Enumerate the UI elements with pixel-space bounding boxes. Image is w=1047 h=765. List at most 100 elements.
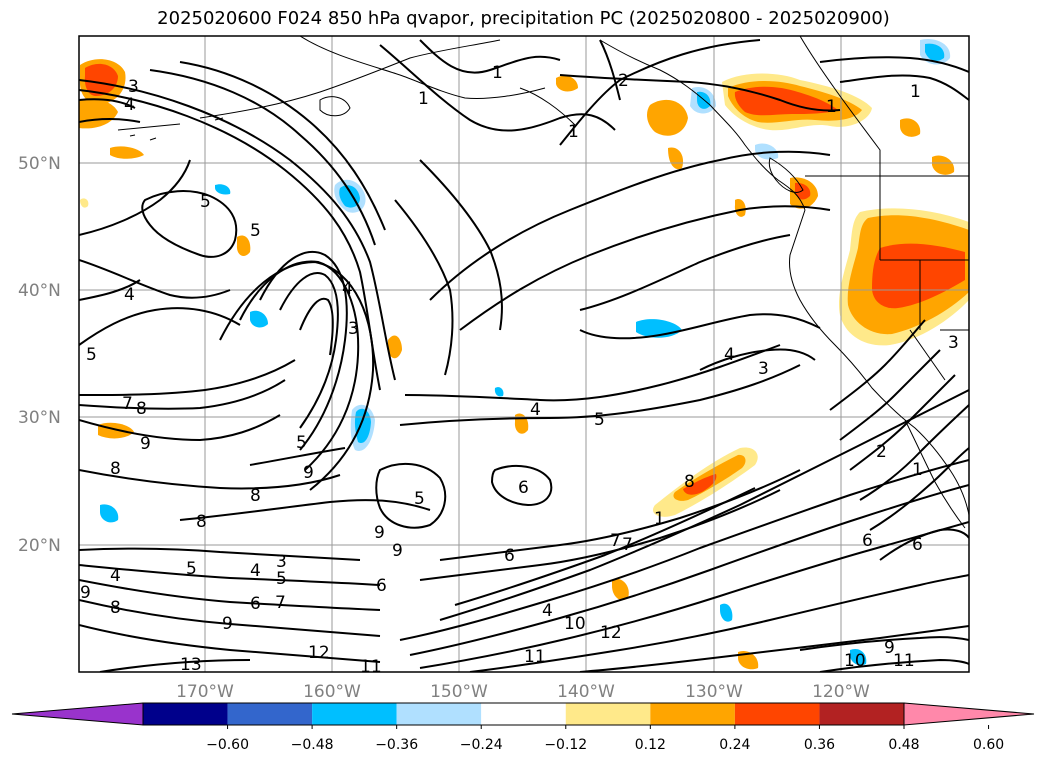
contour-jet-s3 bbox=[419, 521, 969, 669]
graticule bbox=[79, 36, 969, 672]
contour-west-upper bbox=[79, 159, 191, 236]
contour-label: 5 bbox=[86, 345, 97, 365]
contour-mid-2 bbox=[459, 205, 831, 331]
contour-label: 5 bbox=[276, 569, 287, 589]
neg-small-g bbox=[850, 648, 867, 666]
colorbar-tick-label: 0.24 bbox=[719, 737, 750, 753]
contour-subtropic-3 bbox=[79, 579, 381, 611]
contour-jet-n2 bbox=[454, 487, 756, 606]
contour-label: 8 bbox=[684, 472, 695, 492]
contour-label: 11 bbox=[524, 647, 546, 667]
colorbar-tick-label: −0.36 bbox=[375, 737, 418, 753]
qvapor-contours bbox=[79, 39, 969, 672]
neg-small-f bbox=[494, 387, 504, 397]
contour-8-band bbox=[79, 379, 286, 410]
contour-label: 6 bbox=[518, 478, 529, 498]
precip-wa-coast-strong bbox=[795, 182, 811, 200]
contour-label: 9 bbox=[303, 463, 314, 483]
contour-label: 1 bbox=[654, 509, 665, 529]
contour-se-loop bbox=[879, 528, 969, 561]
contour-coast-5 bbox=[869, 447, 969, 531]
contour-label: 4 bbox=[530, 400, 541, 420]
contour-label: 8 bbox=[110, 598, 121, 618]
contour-2-line bbox=[559, 74, 841, 112]
contour-label: 9 bbox=[140, 434, 151, 454]
contour-loop-c bbox=[299, 297, 334, 356]
contour-label: 1 bbox=[492, 63, 503, 83]
colorbar-tick-label: 0.60 bbox=[973, 737, 1004, 753]
contour-label: 4 bbox=[342, 279, 353, 299]
lat-label: 50°N bbox=[18, 154, 61, 174]
contour-jet-s4 bbox=[469, 574, 969, 672]
chart-title: 2025020600 F024 850 hPa qvapor, precipit… bbox=[157, 8, 890, 29]
contour-label: 5 bbox=[250, 221, 261, 241]
aleutian-islands bbox=[117, 117, 224, 141]
contour-8-mid bbox=[79, 469, 341, 490]
contour-loop-b bbox=[279, 272, 339, 429]
contour-subtropic-1 bbox=[79, 547, 361, 561]
contour-north-1 bbox=[419, 39, 561, 74]
lat-label: 40°N bbox=[18, 281, 61, 301]
precip-ne-pacific-band-strong bbox=[683, 474, 717, 495]
colorbar-segment bbox=[565, 703, 651, 725]
lon-label: 140°W bbox=[557, 682, 615, 702]
contour-ne-2 bbox=[819, 56, 969, 73]
contour-label: 10 bbox=[564, 614, 586, 634]
contour-bottom-10 bbox=[799, 636, 969, 651]
colorbar-tick-label: −0.60 bbox=[206, 737, 249, 753]
map-frame bbox=[78, 35, 970, 673]
contour-label: 8 bbox=[136, 399, 147, 419]
neg-small-a bbox=[250, 310, 268, 328]
colorbar-extend-low bbox=[11, 702, 144, 726]
contour-gulf-jet-4 bbox=[179, 61, 386, 231]
contour-central-6b bbox=[419, 489, 781, 581]
contour-label: 9 bbox=[374, 523, 385, 543]
contour-label: 3 bbox=[276, 552, 287, 572]
contour-jet-s5 bbox=[579, 625, 969, 672]
precip-small-k bbox=[80, 198, 89, 208]
neg-northeast-corner-mid bbox=[925, 43, 945, 61]
contour-labels: 1 1 1 1 2 3 4 5 5 4 3 4 7 8 9 8 5 9 8 8 … bbox=[80, 63, 959, 677]
lon-label: 160°W bbox=[303, 682, 361, 702]
kodiak-coast bbox=[319, 96, 351, 117]
lon-label: 130°W bbox=[685, 682, 743, 702]
colorbar-tick-label: −0.12 bbox=[544, 737, 587, 753]
contour-9-band bbox=[79, 414, 281, 442]
contour-ne-1 bbox=[839, 74, 969, 101]
lat-label: 30°N bbox=[18, 408, 61, 428]
precip-far-west-north-strong bbox=[84, 63, 118, 96]
contour-label: 7 bbox=[275, 593, 286, 613]
colorbar-tick-label: 0.12 bbox=[635, 737, 666, 753]
contour-label: 1 bbox=[912, 460, 923, 480]
contour-label: 3 bbox=[758, 359, 769, 379]
contour-label: 6 bbox=[504, 546, 515, 566]
contour-7-band bbox=[79, 359, 296, 396]
contour-loop-a bbox=[259, 251, 348, 451]
contour-mid-4 bbox=[579, 313, 821, 340]
contour-coast-1 bbox=[829, 319, 926, 411]
contour-label: 9 bbox=[222, 614, 233, 634]
precip-small-b bbox=[236, 235, 251, 256]
contour-gulf-jet-3 bbox=[149, 69, 376, 246]
contour-label: 8 bbox=[196, 512, 207, 532]
contour-label: 4 bbox=[724, 345, 735, 365]
colorbar-segment bbox=[650, 703, 735, 725]
contour-central-4 bbox=[404, 344, 781, 402]
colorbar-segment bbox=[481, 703, 566, 725]
vancouver-island bbox=[768, 157, 804, 193]
longitude-labels: 170°W 160°W 150°W 140°W 130°W 120°W bbox=[176, 682, 870, 702]
neg-small-c bbox=[755, 143, 779, 160]
colorbar-tick-label: 0.48 bbox=[888, 737, 919, 753]
contour-label: 11 bbox=[360, 657, 382, 677]
colorbar-segment bbox=[143, 703, 228, 725]
contour-subtropic-6 bbox=[99, 659, 251, 672]
state-borders bbox=[879, 176, 969, 381]
contour-label: 9 bbox=[392, 541, 403, 561]
contour-label: 4 bbox=[124, 285, 135, 305]
alaska-peninsula-coast bbox=[199, 39, 501, 119]
colorbar: −0.60 −0.48 −0.36 −0.24 −0.12 0.12 0.24 0.36 0.4… bbox=[11, 702, 1035, 753]
neg-small-e bbox=[215, 184, 231, 195]
contour-6-loop-b bbox=[490, 464, 553, 507]
contour-west-4c bbox=[79, 279, 141, 301]
contour-label: 5 bbox=[200, 192, 211, 212]
